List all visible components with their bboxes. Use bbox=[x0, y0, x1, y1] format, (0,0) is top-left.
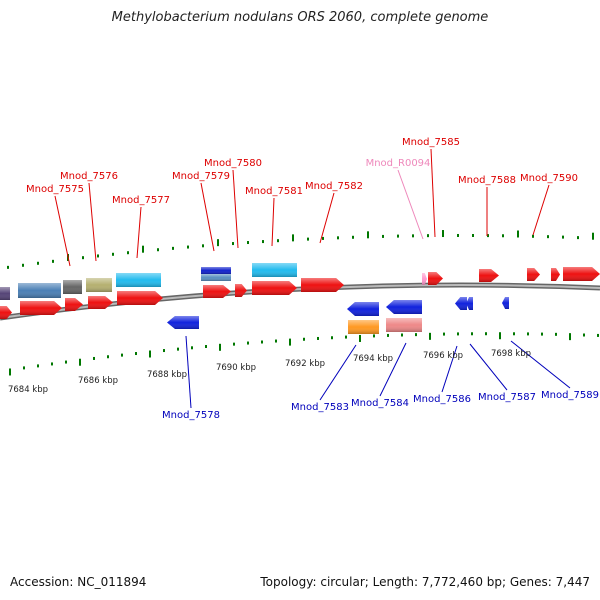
genome-summary-text: Topology: circular; Length: 7,772,460 bp… bbox=[260, 575, 590, 589]
label-leader-line bbox=[54, 195, 71, 267]
map-title: Methylobacterium nodulans ORS 2060, comp… bbox=[111, 10, 489, 25]
forward-gene-arrow[interactable] bbox=[527, 268, 540, 281]
tick-label: 7694 kbp bbox=[353, 354, 393, 364]
forward-gene-arrow[interactable] bbox=[65, 298, 83, 311]
gene-block[interactable] bbox=[63, 280, 82, 294]
reverse-gene-label[interactable]: Mnod_7589 bbox=[541, 390, 599, 401]
forward-gene-arrow[interactable] bbox=[252, 281, 297, 295]
reverse-gene-label[interactable]: Mnod_7584 bbox=[351, 398, 409, 409]
forward-gene-arrow[interactable] bbox=[563, 267, 600, 281]
label-leader-line bbox=[379, 342, 407, 397]
reverse-gene-arrow[interactable] bbox=[455, 297, 467, 310]
label-leader-line bbox=[430, 148, 436, 238]
tick-label: 7696 kbp bbox=[423, 351, 463, 361]
forward-gene-label[interactable]: Mnod_7581 bbox=[245, 186, 303, 197]
tick-label: 7698 kbp bbox=[491, 349, 531, 359]
gene-block[interactable] bbox=[201, 267, 231, 274]
reverse-gene-arrow[interactable] bbox=[386, 300, 422, 314]
forward-gene-arrow[interactable] bbox=[301, 278, 344, 292]
forward-gene-label[interactable]: Mnod_7579 bbox=[172, 171, 230, 182]
tick-label: 7684 kbp bbox=[8, 385, 48, 395]
label-leader-line bbox=[319, 192, 335, 244]
forward-gene-arrow[interactable] bbox=[88, 296, 113, 309]
label-leader-line bbox=[271, 197, 275, 247]
forward-gene-label[interactable]: Mnod_7585 bbox=[402, 137, 460, 148]
tick-label: 7692 kbp bbox=[285, 359, 325, 369]
forward-gene-label[interactable]: Mnod_7577 bbox=[112, 195, 170, 206]
label-leader-line bbox=[319, 344, 357, 401]
forward-gene-label[interactable]: Mnod_7576 bbox=[60, 171, 118, 182]
gene-block[interactable] bbox=[18, 283, 61, 298]
gene-block[interactable] bbox=[86, 278, 112, 292]
gene-block[interactable] bbox=[252, 263, 297, 277]
forward-gene-arrow[interactable] bbox=[235, 284, 247, 297]
forward-gene-arrow[interactable] bbox=[479, 269, 499, 282]
reverse-gene-label[interactable]: Mnod_7578 bbox=[162, 410, 220, 421]
reverse-gene-label[interactable]: Mnod_7586 bbox=[413, 394, 471, 405]
forward-gene-label[interactable]: Mnod_R0094 bbox=[366, 158, 431, 169]
label-leader-line bbox=[232, 169, 239, 249]
reverse-gene-arrow[interactable] bbox=[347, 302, 379, 316]
forward-gene-label[interactable]: Mnod_7590 bbox=[520, 173, 578, 184]
reverse-gene-label[interactable]: Mnod_7583 bbox=[291, 402, 349, 413]
tick-label: 7690 kbp bbox=[216, 363, 256, 373]
label-leader-line bbox=[88, 182, 97, 262]
forward-gene-label[interactable]: Mnod_7588 bbox=[458, 175, 516, 186]
forward-gene-label[interactable]: Mnod_7575 bbox=[26, 184, 84, 195]
forward-gene-arrow[interactable] bbox=[0, 306, 12, 319]
rna-gene-arrow[interactable] bbox=[422, 273, 427, 285]
accession-text: Accession: NC_011894 bbox=[10, 575, 147, 589]
tick-label: 7688 kbp bbox=[147, 370, 187, 380]
gene-block[interactable] bbox=[0, 287, 10, 300]
label-leader-line bbox=[397, 169, 424, 240]
reverse-gene-label[interactable]: Mnod_7587 bbox=[478, 392, 536, 403]
label-leader-line bbox=[136, 206, 142, 259]
label-leader-line bbox=[510, 340, 571, 389]
label-leader-line bbox=[185, 335, 192, 409]
reverse-gene-arrow[interactable] bbox=[466, 297, 473, 310]
reverse-gene-arrow[interactable] bbox=[167, 316, 199, 329]
gene-block[interactable] bbox=[116, 273, 161, 287]
forward-gene-arrow[interactable] bbox=[20, 301, 62, 315]
tick-label: 7686 kbp bbox=[78, 376, 118, 386]
label-leader-line bbox=[532, 184, 550, 236]
label-leader-line bbox=[469, 343, 508, 391]
forward-gene-arrow[interactable] bbox=[551, 268, 560, 281]
forward-gene-label[interactable]: Mnod_7582 bbox=[305, 181, 363, 192]
gene-block[interactable] bbox=[348, 320, 379, 334]
label-leader-line bbox=[441, 345, 458, 393]
gene-block[interactable] bbox=[201, 274, 231, 281]
gene-block[interactable] bbox=[386, 318, 422, 332]
reverse-gene-arrow[interactable] bbox=[502, 297, 509, 309]
label-leader-line bbox=[200, 182, 215, 252]
forward-gene-arrow[interactable] bbox=[428, 272, 443, 285]
forward-gene-label[interactable]: Mnod_7580 bbox=[204, 158, 262, 169]
forward-gene-arrow[interactable] bbox=[117, 291, 163, 305]
forward-gene-arrow[interactable] bbox=[203, 285, 231, 298]
